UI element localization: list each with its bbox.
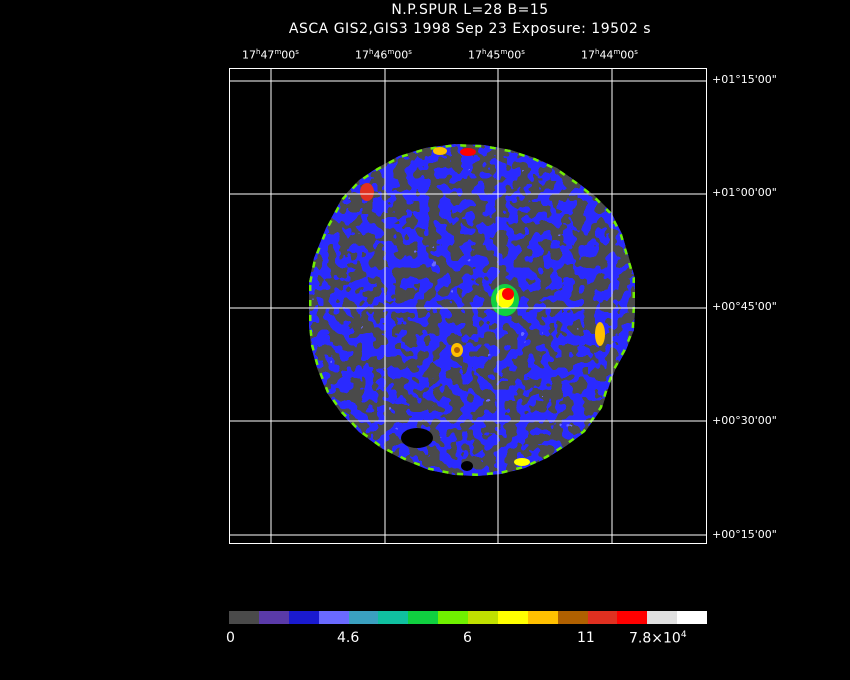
colorbar-label: 4.6 — [337, 630, 360, 646]
colorbar-label-max: 7.8×104 — [629, 630, 687, 647]
colorbar-swatch — [468, 611, 498, 624]
colorbar-swatch — [378, 611, 409, 624]
dec-tick-label: +00°45'00" — [712, 300, 777, 313]
colorbar-swatch — [348, 611, 379, 624]
colorbar-swatch — [438, 611, 468, 624]
image-subtitle: ASCA GIS2,GIS3 1998 Sep 23 Exposure: 195… — [288, 21, 652, 37]
colorbar-swatch — [229, 611, 259, 624]
colorbar-swatch — [557, 611, 588, 624]
colorbar-swatch — [677, 611, 707, 624]
colorbar-swatch — [617, 611, 648, 624]
colorbar-swatch — [527, 611, 558, 624]
colorbar-swatch — [318, 611, 349, 624]
x-ray-image — [309, 144, 635, 476]
colorbar-swatch — [408, 611, 439, 624]
colorbar-label: 11 — [577, 630, 595, 646]
coordinate-grid — [229, 68, 707, 544]
dec-tick-label: +01°15'00" — [712, 73, 777, 86]
colorbar-swatch — [497, 611, 528, 624]
colorbar-label: 6 — [463, 630, 472, 646]
dec-tick-label: +01°00'00" — [712, 186, 777, 199]
ra-tick-label: 17h46m00s — [355, 48, 412, 62]
dec-tick-label: +00°30'00" — [712, 414, 777, 427]
colorbar-swatch — [647, 611, 678, 624]
image-title: N.P.SPUR L=28 B=15 — [391, 2, 549, 18]
colorbar-label: 0 — [226, 630, 235, 646]
colorbar — [229, 611, 707, 624]
ra-tick-label: 17h47m00s — [242, 48, 299, 62]
ra-tick-label: 17h45m00s — [468, 48, 525, 62]
colorbar-swatch — [258, 611, 289, 624]
sky-image-plot — [229, 68, 707, 544]
colorbar-swatch — [288, 611, 319, 624]
dec-tick-label: +00°15'00" — [712, 528, 777, 541]
ra-tick-label: 17h44m00s — [581, 48, 638, 62]
colorbar-swatch — [587, 611, 618, 624]
